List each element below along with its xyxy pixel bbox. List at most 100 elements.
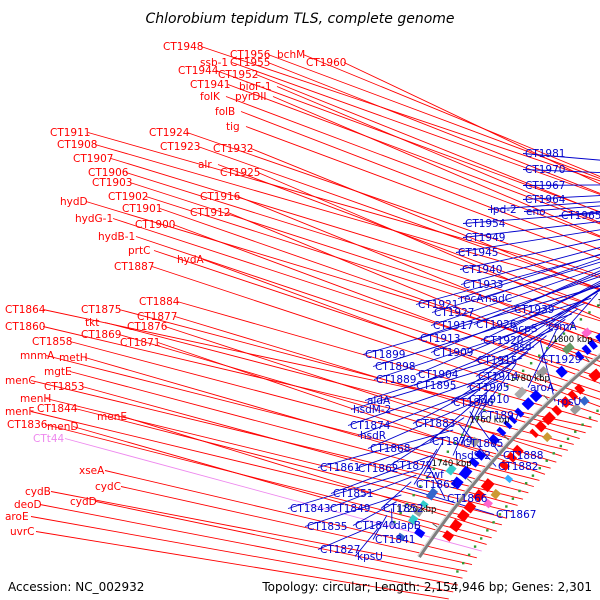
reverse-gene-feature [496,426,507,437]
right-connector-line [459,238,600,270]
right-gene-label: CT1861 [320,462,360,474]
left-connector-line [125,172,600,322]
forward-gene-feature [559,396,572,409]
reverse-gene-feature [474,449,487,461]
left-gene-label: aroE [5,511,29,523]
right-connector-line [406,487,495,515]
right-gene-label: CT1970 [525,164,565,176]
left-gene-label: CT1960 [306,57,346,69]
right-gene-label: CT1874 [350,420,391,432]
left-connector-line [200,46,600,182]
right-connector-line [473,272,600,325]
left-gene-label: tkt [85,317,99,329]
left-connector-line [45,355,540,481]
gc-content-mark [596,409,599,412]
right-connector-line [538,292,598,360]
left-connector-line [217,164,600,309]
forward-gene-feature [567,390,579,401]
left-connector-line [69,341,551,469]
left-gene-label: deoD [14,499,42,511]
right-gene-label: CT1879 [432,436,472,448]
gc-content-mark [432,467,436,471]
left-gene-label: tig [226,121,240,133]
tick-mark [466,478,473,483]
left-connector-line [197,146,600,290]
left-gene-label: menF [5,406,34,418]
left-gene-label: CT1871 [120,337,160,349]
reverse-gene-feature [414,527,426,539]
forward-gene-feature [498,460,510,472]
right-gene-label: CT1949 [465,232,505,244]
left-connector-line [240,111,600,251]
annotated-feature-block [413,507,424,517]
left-gene-label: CT1860 [5,321,45,333]
right-connector-line [372,297,592,367]
gc-content-mark [468,425,471,428]
annotated-feature-block [514,386,527,400]
gc-content-mark [439,459,443,462]
right-connector-line [487,201,600,210]
right-connector-line [458,423,497,467]
left-gene-label: CT1887 [114,261,154,273]
left-connector-line [118,334,557,463]
left-gene-label: CT1864 [5,304,46,316]
right-connector-line [522,153,600,161]
gc-content-mark [498,393,501,396]
forward-gene-feature [456,509,470,523]
left-connector-line [250,148,600,291]
left-connector-line [112,218,600,378]
gc-content-mark [545,459,548,462]
right-connector-line [480,282,600,341]
right-connector-line [522,184,600,186]
right-connector-line [413,448,438,485]
right-connector-line [355,435,448,469]
tick-mark [503,435,509,441]
left-gene-label: CT1858 [32,336,72,348]
left-connector-line [276,86,600,224]
left-gene-label: hydG-1 [75,213,113,225]
right-connector-line [466,335,547,400]
forward-gene-feature [551,404,563,416]
left-connector-line [343,62,600,185]
right-gene-label: csmA [548,321,577,333]
reverse-gene-feature [450,476,464,490]
right-gene-label: CT1954 [465,218,506,230]
annotated-feature-block [579,396,590,406]
right-gene-label: CT1967 [525,180,565,192]
tick-label: 1740 kbp [432,459,472,469]
right-gene-label: CT1910 [469,394,509,406]
left-connector-line [186,132,600,277]
gc-content-mark [524,482,528,485]
left-connector-line [164,326,563,457]
left-connector-line [81,386,518,506]
right-gene-label: CT1917 [433,320,473,332]
genome-backbone [417,352,600,558]
gc-content-mark [475,417,479,420]
left-gene-label: CT1925 [220,167,260,179]
gc-content-mark [460,433,464,437]
right-gene-label: CT1885 [463,438,503,450]
left-gene-label: CT1876 [127,321,168,333]
right-gene-label: CT1862 [358,463,398,475]
tick-mark [432,523,438,528]
tick-label: 1820 kbp [597,299,600,309]
left-connector-line [84,357,534,488]
map-title: Chlorobium tepidum TLS, complete genome [145,11,454,27]
left-connector-line [110,158,600,309]
left-gene-label: CT1941 [190,79,230,91]
right-gene-label: recA [460,293,484,305]
left-gene-label: CT1912 [190,207,230,219]
right-connector-line [430,266,600,326]
left-connector-line [50,491,468,572]
left-gene-label: menC [5,375,36,387]
annotated-feature-block [562,342,575,355]
right-gene-label: CT1915 [477,355,517,367]
left-connector-line [95,501,463,579]
left-gene-label: CT1900 [135,219,175,231]
gc-content-mark [571,325,574,328]
right-gene-label: CT1940 [462,264,502,276]
left-connector-line [302,54,600,177]
left-gene-label: bioF-1 [239,81,272,93]
right-gene-label: CT1851 [333,488,373,500]
